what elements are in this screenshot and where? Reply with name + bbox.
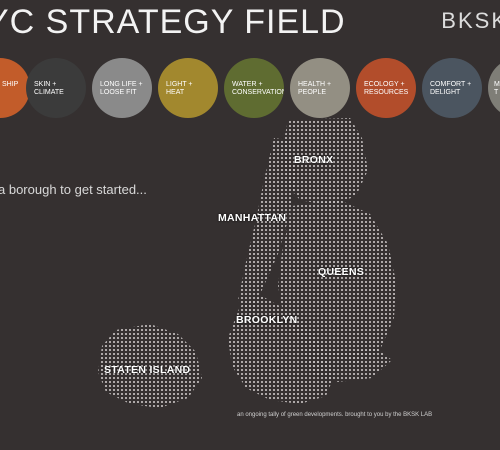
category-label: LONG LIFE + LOOSE FIT	[100, 81, 143, 96]
brand-logo[interactable]: BKSK	[441, 8, 500, 33]
category-water-conservation[interactable]: WATER + CONSERVATION	[224, 58, 284, 118]
footer-credit: an ongoing tally of green developments. …	[237, 412, 433, 418]
category-comfort-delight[interactable]: COMFORT + DELIGHT	[422, 58, 482, 118]
category-label: ECOLOGY + RESOURCES	[364, 81, 409, 96]
category-label: SKIN + CLIMATE	[34, 81, 64, 96]
queens-area	[278, 200, 396, 364]
borough-bronx[interactable]: BRONX	[294, 154, 334, 166]
bronx-area	[282, 118, 368, 206]
category-label: SHIP	[2, 81, 19, 88]
jamaica-bay-area	[300, 346, 392, 382]
category-label: COMFORT + DELIGHT	[430, 81, 472, 96]
borough-manhattan[interactable]: MANHATTAN	[218, 212, 287, 224]
category-health-people[interactable]: HEALTH + PEOPLE	[290, 58, 350, 118]
borough-queens[interactable]: QUEENS	[318, 266, 365, 278]
borough-staten-island[interactable]: STATEN ISLAND	[104, 364, 191, 376]
category-label: HEALTH + PEOPLE	[298, 81, 332, 96]
manhattan-area	[238, 138, 296, 318]
category-ecology-resources[interactable]: ECOLOGY + RESOURCES	[356, 58, 416, 118]
get-started-prompt: a borough to get started...	[0, 182, 147, 197]
brooklyn-area	[228, 296, 334, 404]
category-label: M T	[494, 81, 500, 96]
category-label: WATER + CONSERVATION	[232, 81, 284, 96]
page-title: YC STRATEGY FIELD	[0, 3, 346, 41]
borough-brooklyn[interactable]: BROOKLYN	[236, 314, 298, 326]
category-long-life-loose-fit[interactable]: LONG LIFE + LOOSE FIT	[92, 58, 152, 118]
category-skin-climate[interactable]: SKIN + CLIMATE	[26, 58, 86, 118]
staten-island-area	[98, 324, 202, 408]
category-label: LIGHT + HEAT	[166, 81, 193, 96]
category-light-heat[interactable]: LIGHT + HEAT	[158, 58, 218, 118]
category-bar: SHIP SKIN + CLIMATE LONG LIFE + LOOSE FI…	[0, 0, 500, 130]
